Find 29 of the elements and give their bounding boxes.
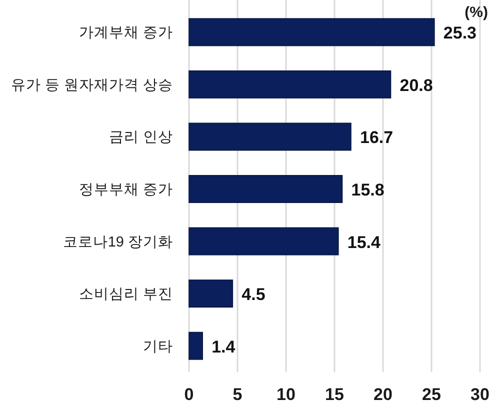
y-tick-label: 가계부채 증가	[78, 25, 173, 42]
x-tick-label: 0	[184, 385, 194, 404]
bar	[188, 122, 352, 151]
x-axis-title: (%)	[464, 4, 488, 21]
y-tick-label: 유가 등 원자재가격 상승	[10, 77, 173, 94]
data-label: 20.8	[400, 76, 433, 95]
x-tick-label: 30	[470, 385, 490, 404]
y-tick-label: 금리 인상	[108, 130, 173, 146]
data-label: 1.4	[212, 337, 236, 356]
data-label: 15.8	[351, 180, 384, 200]
bar	[188, 227, 339, 256]
bar	[188, 332, 203, 360]
y-tick-label: 코로나19 장기화	[62, 234, 173, 250]
x-tick-label: 20	[374, 385, 392, 404]
data-label: 25.3	[443, 24, 477, 43]
x-tick-label: 10	[276, 385, 296, 404]
y-tick-label: 기타	[143, 338, 173, 355]
x-tick-label: 5	[232, 385, 242, 404]
data-label: 16.7	[360, 128, 394, 148]
y-tick-label: 소비심리 부진	[78, 286, 173, 303]
bar	[188, 175, 343, 203]
x-tick-label: 25	[422, 385, 441, 404]
bar	[188, 280, 234, 308]
bar	[188, 18, 435, 46]
bar	[188, 70, 392, 98]
data-label: 15.4	[347, 232, 382, 252]
y-tick-label: 정부부채 증가	[78, 182, 173, 198]
data-label: 4.5	[242, 285, 266, 304]
x-tick-label: 15	[325, 385, 344, 404]
